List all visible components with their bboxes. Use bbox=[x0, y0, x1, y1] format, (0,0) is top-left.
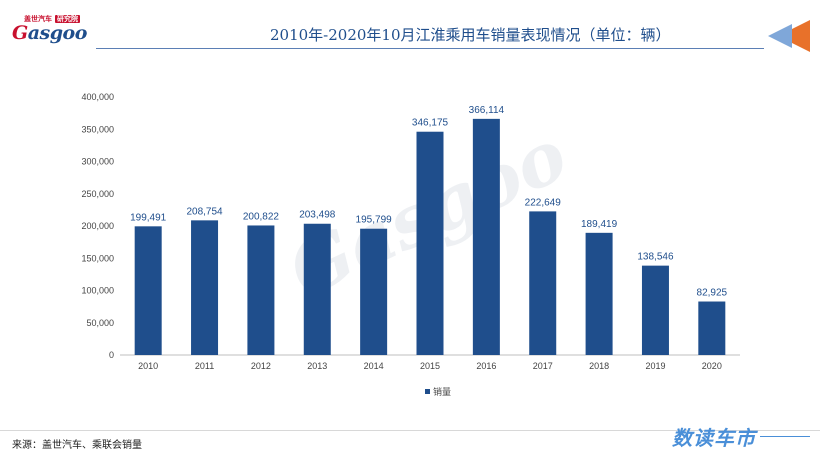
bar bbox=[529, 211, 557, 355]
bar bbox=[472, 118, 500, 355]
logo-top-text: 盖世汽车 研究院 bbox=[24, 15, 80, 23]
data-label: 195,799 bbox=[356, 215, 393, 226]
data-label: 222,649 bbox=[525, 197, 562, 208]
y-tick-label: 300,000 bbox=[81, 157, 114, 167]
x-tick-label: 2016 bbox=[476, 361, 496, 371]
data-label: 208,754 bbox=[186, 206, 223, 217]
data-label: 346,175 bbox=[412, 118, 449, 129]
y-tick-label: 400,000 bbox=[81, 92, 114, 102]
x-tick-label: 2013 bbox=[307, 361, 327, 371]
y-tick-label: 50,000 bbox=[86, 318, 114, 328]
x-tick-label: 2010 bbox=[138, 361, 158, 371]
bar bbox=[134, 226, 162, 355]
legend-label: 销量 bbox=[433, 386, 451, 398]
x-tick-label: 2014 bbox=[364, 361, 384, 371]
y-tick-label: 200,000 bbox=[81, 221, 114, 231]
title-divider bbox=[96, 48, 764, 49]
logo-main-text: Gasgoo bbox=[12, 22, 87, 44]
x-tick-label: 2015 bbox=[420, 361, 440, 371]
data-label: 366,114 bbox=[469, 105, 505, 116]
bar-chart: 0 50,000 100,000 150,000 200,000 250,000 300,0… bbox=[81, 92, 740, 398]
y-tick-label: 350,000 bbox=[81, 124, 114, 134]
data-label: 189,419 bbox=[581, 219, 618, 230]
corner-arrow-icon bbox=[768, 20, 810, 52]
y-tick-label: 100,000 bbox=[81, 286, 114, 296]
bar bbox=[416, 131, 444, 355]
y-tick-label: 250,000 bbox=[81, 189, 114, 199]
header: 盖世汽车 研究院 Gasgoo 2010年-2020年10月江淮乘用车销量表现情况… bbox=[0, 0, 820, 60]
bar bbox=[191, 220, 219, 355]
y-tick-label: 0 bbox=[109, 350, 114, 360]
data-label: 200,822 bbox=[243, 211, 280, 222]
x-tick-label: 2012 bbox=[251, 361, 271, 371]
bar bbox=[698, 301, 726, 355]
data-label: 82,925 bbox=[697, 288, 728, 299]
x-tick-label: 2018 bbox=[589, 361, 609, 371]
bar bbox=[360, 228, 388, 355]
bar bbox=[303, 223, 331, 355]
gasgoo-logo: 盖世汽车 研究院 Gasgoo bbox=[12, 14, 90, 44]
x-tick-label: 2020 bbox=[702, 361, 722, 371]
bar bbox=[585, 232, 613, 355]
bar bbox=[641, 265, 669, 355]
x-tick-label: 2017 bbox=[533, 361, 553, 371]
data-label: 203,498 bbox=[299, 210, 336, 221]
brand-logo: 数读车市 bbox=[672, 426, 756, 450]
page-title: 2010年-2020年10月江淮乘用车销量表现情况（单位：辆） bbox=[270, 26, 671, 44]
x-tick-label: 2011 bbox=[195, 361, 214, 371]
x-tick-label: 2019 bbox=[645, 361, 665, 371]
y-tick-label: 150,000 bbox=[81, 253, 114, 263]
source-note: 来源：盖世汽车、乘联会销量 bbox=[12, 440, 142, 451]
brand-underline bbox=[760, 436, 810, 437]
legend-swatch bbox=[425, 389, 430, 394]
data-label: 138,546 bbox=[637, 252, 674, 263]
logo-tag: 研究院 bbox=[55, 15, 80, 23]
bar bbox=[247, 225, 275, 355]
data-label: 199,491 bbox=[130, 212, 167, 223]
footer-divider bbox=[0, 430, 820, 431]
